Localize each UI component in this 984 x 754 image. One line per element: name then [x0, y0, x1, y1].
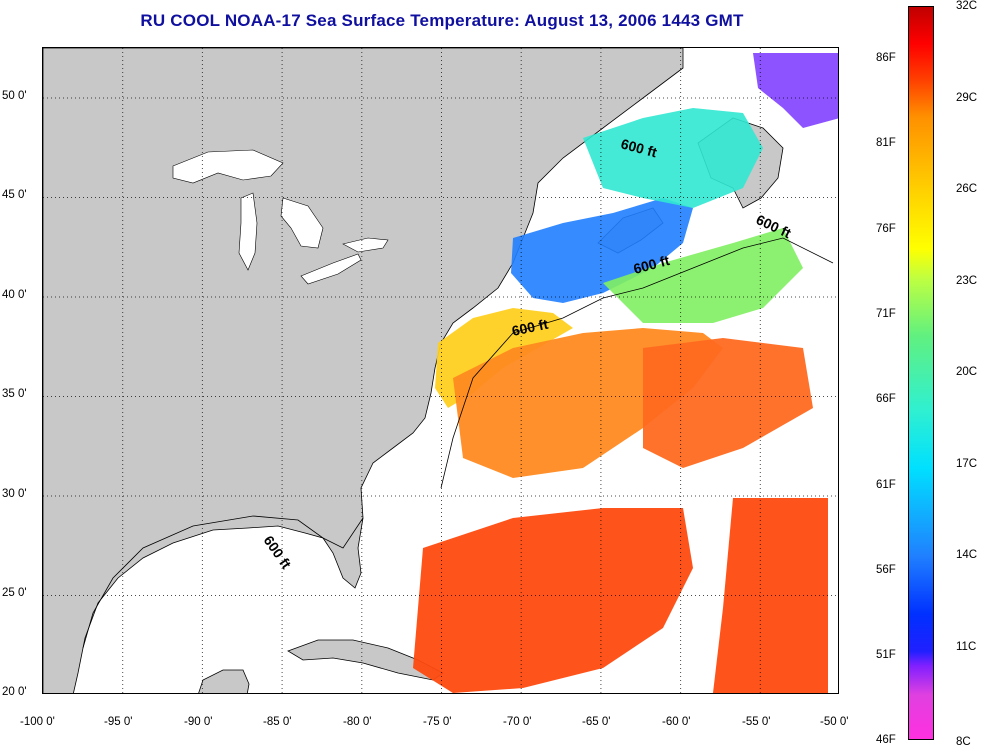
colorbar-c-32: 32C	[956, 0, 978, 12]
colorbar-c-14: 14C	[956, 549, 978, 561]
lon-label-55: -55 0'	[742, 716, 771, 728]
colorbar-f-71: 71F	[876, 308, 896, 320]
isobath-600ft-gulf	[82, 515, 364, 649]
contour-label-600ft-4: 600 ft	[510, 316, 549, 339]
colorbar-c-17: 17C	[956, 458, 978, 470]
sst-subtropical-east	[713, 498, 828, 693]
isobath-600ft	[440, 237, 834, 489]
colorbar-c-23: 23C	[956, 275, 978, 287]
colorbar-f-61: 61F	[876, 479, 896, 491]
sst-labrador-cold	[753, 53, 838, 128]
sst-gulf-maine	[511, 198, 693, 303]
colorbar-c-20: 20C	[956, 366, 978, 378]
lake-superior	[172, 149, 284, 184]
lat-label-40: 40 0'	[2, 289, 27, 301]
colorbar-f-86: 86F	[876, 52, 896, 64]
colorbar-f-76: 76F	[876, 223, 896, 235]
colorbar-f-56: 56F	[876, 564, 896, 576]
yucatan-land	[198, 669, 250, 693]
graticule	[43, 48, 838, 693]
lat-label-50: 50 0'	[2, 90, 27, 102]
colorbar-c-29: 29C	[956, 92, 978, 104]
sst-map[interactable]: 600 ft 600 ft 600 ft 600 ft 600 ft	[42, 47, 839, 694]
lat-label-35: 35 0'	[2, 388, 27, 400]
lon-label-80: -80 0'	[343, 716, 372, 728]
sst-subtropical-west	[413, 508, 693, 693]
colorbar-f-66: 66F	[876, 393, 896, 405]
colorbar-c-26: 26C	[956, 183, 978, 195]
lon-label-75: -75 0'	[423, 716, 452, 728]
lon-label-85: -85 0'	[263, 716, 292, 728]
colorbar-f-81: 81F	[876, 137, 896, 149]
colorbar-c-11: 11C	[956, 641, 977, 653]
colorbar-f-46: 46F	[876, 734, 896, 746]
lon-label-95: -95 0'	[104, 716, 133, 728]
sst-sargasso-east	[643, 338, 813, 468]
lake-erie	[300, 253, 362, 285]
colorbar-c-8: 8C	[956, 736, 971, 748]
sst-colorbar	[908, 6, 934, 740]
lat-label-45: 45 0'	[2, 189, 27, 201]
colorbar-f-51: 51F	[876, 649, 896, 661]
map-title: RU COOL NOAA-17 Sea Surface Temperature:…	[140, 11, 744, 30]
lon-label-65: -65 0'	[582, 716, 611, 728]
contour-label-600ft-5: 600 ft	[261, 533, 295, 572]
sst-map-svg: 600 ft 600 ft 600 ft 600 ft 600 ft	[43, 48, 838, 693]
lake-ontario	[342, 237, 389, 253]
lon-label-50: -50 0'	[820, 716, 849, 728]
north-america-land	[43, 48, 684, 693]
lon-label-60: -60 0'	[662, 716, 691, 728]
lat-label-30: 30 0'	[2, 488, 27, 500]
sst-slope-green	[603, 228, 803, 323]
lake-michigan	[238, 192, 258, 271]
sst-slope-cyan	[583, 108, 763, 208]
lon-label-100: -100 0'	[20, 716, 55, 728]
lat-label-25: 25 0'	[2, 587, 27, 599]
lat-label-20: 20 0'	[2, 686, 27, 698]
lon-label-70: -70 0'	[503, 716, 532, 728]
lon-label-90: -90 0'	[184, 716, 213, 728]
lake-huron	[280, 197, 324, 249]
